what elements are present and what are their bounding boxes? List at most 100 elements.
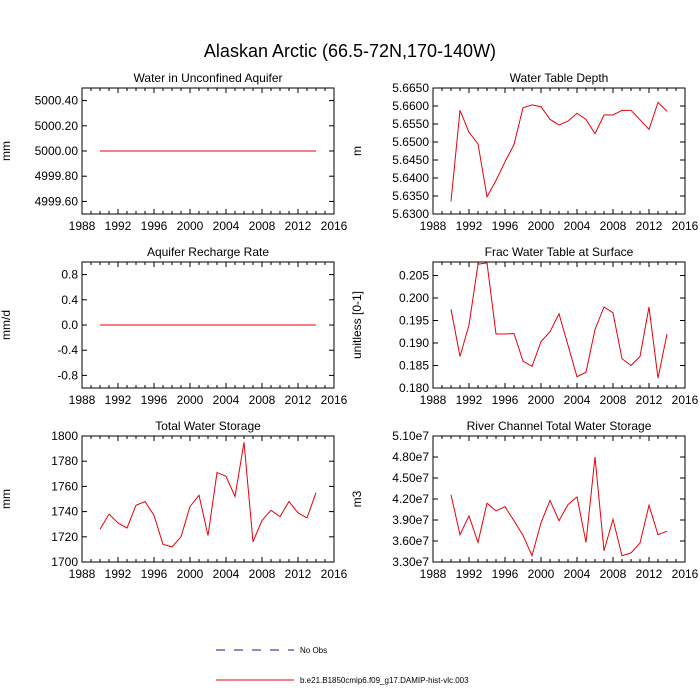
- x-tick-label: 1996: [141, 567, 168, 581]
- y-tick-label: 1760: [51, 479, 78, 493]
- x-tick-label: 2016: [321, 219, 348, 233]
- x-tick-label: 1996: [492, 219, 519, 233]
- x-tick-label: 2012: [636, 219, 663, 233]
- x-tick-label: 1996: [492, 567, 519, 581]
- chart-panel: Water Table Depth m 1988 1992 1996 2000 2004 20…: [350, 71, 699, 233]
- chart-panel: River Channel Total Water Storage m3 1988 1…: [350, 419, 699, 581]
- y-tick-label: 1800: [51, 429, 78, 443]
- x-tick-label: 2016: [672, 393, 699, 407]
- x-tick-label: 2004: [213, 393, 240, 407]
- plot-frame: [432, 435, 686, 563]
- y-tick-label: 0.8: [61, 268, 78, 282]
- x-tick-label: 2004: [213, 567, 240, 581]
- y-tick-label: -0.8: [57, 368, 78, 382]
- y-tick-label: 1720: [51, 530, 78, 544]
- y-tick-label: 3.90e7: [392, 513, 429, 527]
- chart-panels: Water in Unconfined Aquifer mm 1988 1992 199…: [0, 71, 699, 581]
- x-tick-label: 1996: [141, 219, 168, 233]
- x-tick-label: 1988: [69, 219, 96, 233]
- y-tick-label: 3.60e7: [392, 534, 429, 548]
- y-tick-label: 5000.20: [35, 119, 79, 133]
- x-tick-label: 1988: [420, 567, 447, 581]
- chart-panel: Total Water Storage mm 1988 1992 1996 2000 200…: [0, 419, 348, 581]
- y-tick-label: 4.20e7: [392, 492, 429, 506]
- y-axis-label: m3: [350, 490, 364, 507]
- panel-title: Frac Water Table at Surface: [485, 245, 634, 259]
- x-tick-label: 1996: [141, 393, 168, 407]
- y-tick-label: 5.6450: [392, 153, 429, 167]
- x-tick-label: 2008: [600, 393, 627, 407]
- plot-frame: [81, 435, 335, 563]
- y-tick-label: 5000.40: [35, 94, 79, 108]
- chart-panel: Water in Unconfined Aquifer mm 1988 1992 199…: [0, 71, 348, 233]
- legend-label-no-obs: No Obs: [300, 646, 327, 655]
- y-axis-label: mm: [0, 141, 13, 161]
- series-line: [450, 262, 668, 379]
- panel-title: Aquifer Recharge Rate: [147, 245, 269, 259]
- y-tick-label: 0.205: [399, 269, 429, 283]
- x-tick-label: 1992: [105, 393, 132, 407]
- x-tick-label: 1992: [456, 219, 483, 233]
- y-tick-label: 5.10e7: [392, 429, 429, 443]
- chart-panel: Frac Water Table at Surface unitless [0-1…: [350, 245, 699, 407]
- x-tick-label: 2016: [321, 393, 348, 407]
- x-tick-label: 2000: [528, 219, 555, 233]
- y-tick-label: 0.195: [399, 314, 429, 328]
- x-tick-label: 2004: [564, 219, 591, 233]
- y-tick-label: 5.6400: [392, 171, 429, 185]
- y-tick-label: 5.6650: [392, 81, 429, 95]
- y-axis-label: mm/d: [0, 310, 13, 340]
- panel-title: River Channel Total Water Storage: [467, 419, 652, 433]
- figure-title: Alaskan Arctic (66.5-72N,170-140W): [204, 41, 496, 61]
- y-axis-label: m: [350, 146, 364, 156]
- y-tick-label: 1700: [51, 555, 78, 569]
- y-tick-label: 4.50e7: [392, 471, 429, 485]
- y-tick-label: 0.180: [399, 381, 429, 395]
- y-tick-label: 5.6550: [392, 117, 429, 131]
- x-tick-label: 2000: [177, 567, 204, 581]
- plot-frame: [432, 261, 686, 389]
- x-tick-label: 2008: [249, 219, 276, 233]
- x-tick-label: 2012: [285, 219, 312, 233]
- x-tick-label: 2016: [672, 219, 699, 233]
- x-tick-label: 1988: [69, 567, 96, 581]
- legend-label-model-run: b.e21.B1850cmip6.f09_g17.DAMIP-hist-vlc.…: [300, 676, 469, 685]
- x-tick-label: 2012: [285, 393, 312, 407]
- y-tick-label: 4.80e7: [392, 450, 429, 464]
- panel-title: Water in Unconfined Aquifer: [134, 71, 283, 85]
- x-tick-label: 1992: [105, 219, 132, 233]
- panel-title: Total Water Storage: [155, 419, 261, 433]
- x-tick-label: 1992: [105, 567, 132, 581]
- x-tick-label: 1996: [492, 393, 519, 407]
- x-tick-label: 2016: [321, 567, 348, 581]
- x-tick-label: 1992: [456, 393, 483, 407]
- x-tick-label: 1988: [420, 219, 447, 233]
- x-tick-label: 2000: [528, 393, 555, 407]
- y-tick-label: 4999.60: [35, 194, 79, 208]
- legend: No Obs b.e21.B1850cmip6.f09_g17.DAMIP-hi…: [216, 646, 469, 685]
- chart-panel: Aquifer Recharge Rate mm/d 1988 1992 1996 200…: [0, 245, 348, 407]
- y-tick-label: 0.0: [61, 318, 78, 332]
- x-tick-label: 2012: [636, 393, 663, 407]
- y-tick-label: 5.6600: [392, 99, 429, 113]
- x-tick-label: 2004: [213, 219, 240, 233]
- y-tick-label: 3.30e7: [392, 555, 429, 569]
- x-tick-label: 1988: [420, 393, 447, 407]
- y-tick-label: 1740: [51, 505, 78, 519]
- y-tick-label: 4999.80: [35, 169, 79, 183]
- series-line: [450, 456, 668, 558]
- series-line: [450, 101, 668, 202]
- y-tick-label: 0.4: [61, 293, 78, 307]
- series-line: [99, 442, 317, 548]
- plot-frame: [432, 87, 686, 215]
- x-tick-label: 2008: [249, 567, 276, 581]
- y-tick-label: 5.6500: [392, 135, 429, 149]
- y-axis-label: unitless [0-1]: [350, 291, 364, 359]
- x-tick-label: 1988: [69, 393, 96, 407]
- x-tick-label: 2008: [249, 393, 276, 407]
- y-tick-label: 0.190: [399, 336, 429, 350]
- y-axis-label: mm: [0, 489, 13, 509]
- x-tick-label: 2004: [564, 567, 591, 581]
- x-tick-label: 2000: [177, 219, 204, 233]
